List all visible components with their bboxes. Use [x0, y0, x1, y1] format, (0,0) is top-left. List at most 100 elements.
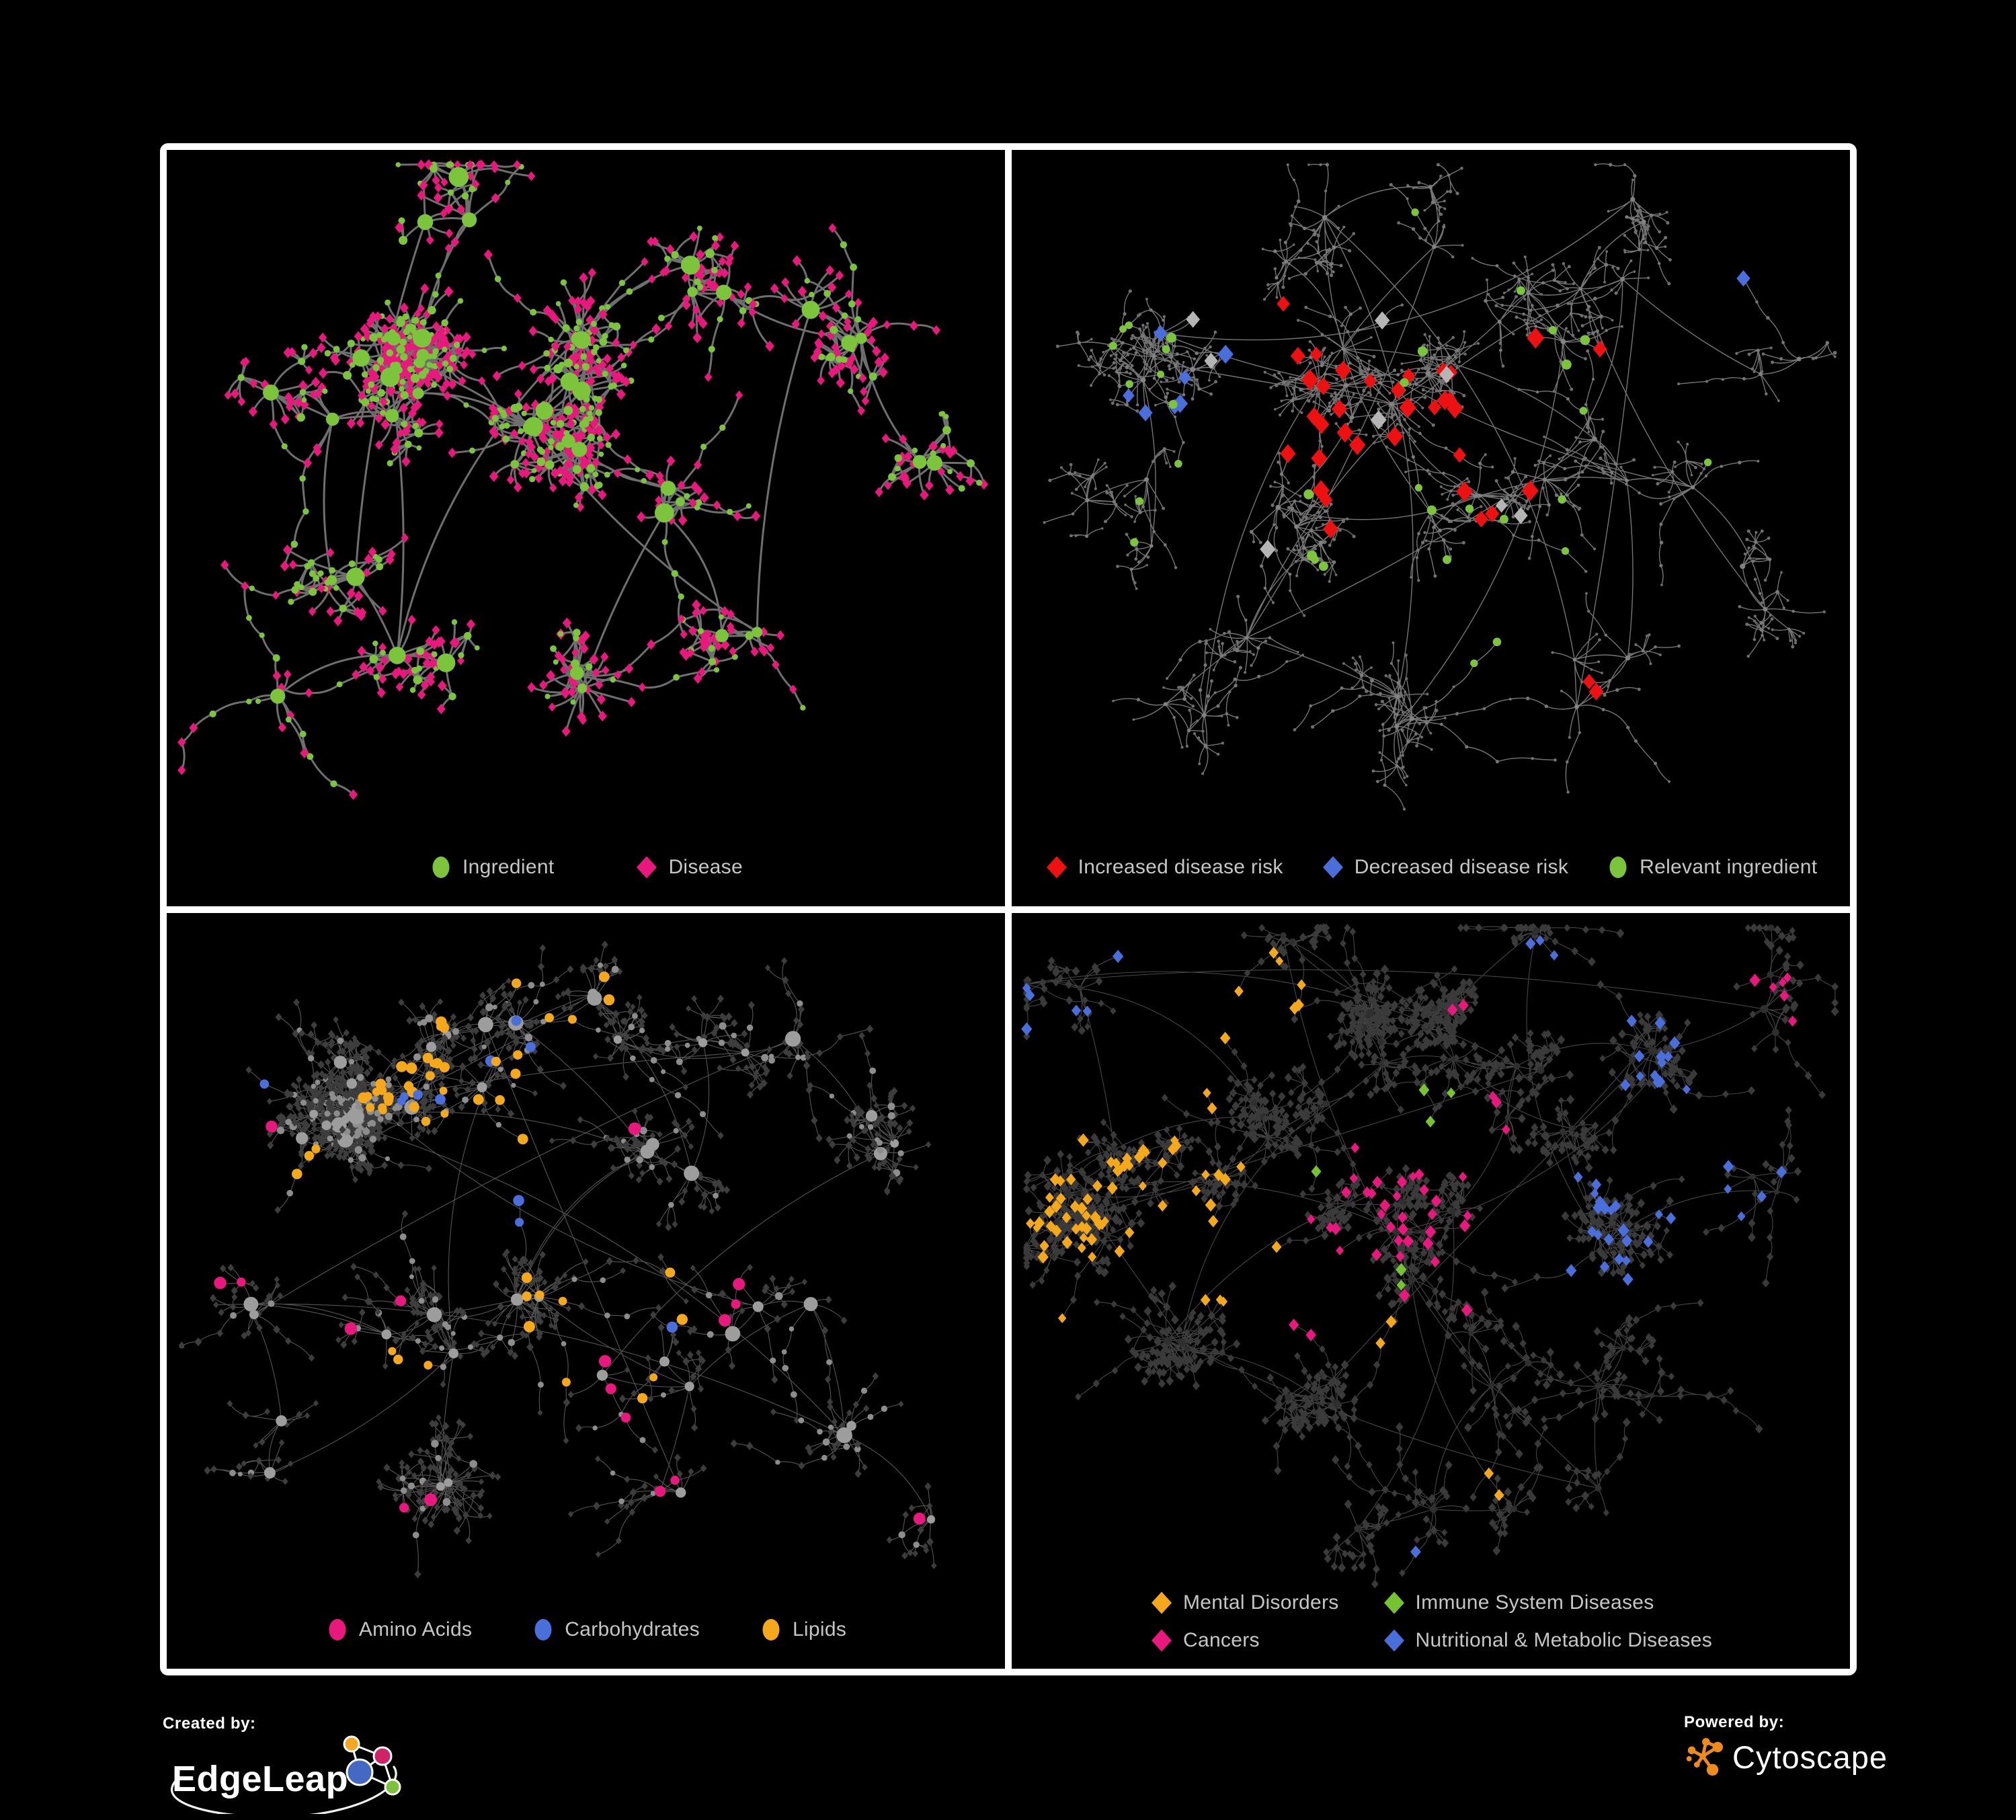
network-node: [1383, 1074, 1391, 1083]
network-node: [411, 341, 420, 352]
network-node: [1404, 654, 1408, 658]
network-node: [489, 403, 497, 413]
network-node: [956, 471, 965, 481]
network-node: [750, 646, 759, 657]
network-node: [1375, 1027, 1383, 1037]
panel-ingredient-disease: Ingredient Disease: [167, 150, 1005, 906]
network-node: [1055, 1233, 1063, 1242]
network-node: [494, 276, 501, 282]
network-node: [1465, 520, 1469, 523]
network-node: [1539, 1144, 1547, 1153]
network-node: [596, 358, 602, 364]
network-node: [1334, 422, 1338, 426]
network-node: [1609, 1268, 1617, 1277]
network-node: [1293, 728, 1297, 731]
network-node: [1517, 502, 1521, 506]
network-node: [1412, 1266, 1420, 1275]
network-node: [326, 547, 335, 558]
network-node: [1329, 502, 1333, 506]
network-node: [1213, 691, 1217, 695]
network-node: [1342, 662, 1345, 665]
network-node: [1408, 1015, 1416, 1023]
network-node: [1633, 270, 1636, 273]
network-node: [1115, 353, 1118, 356]
network-node: [368, 381, 375, 388]
network-node: [579, 420, 587, 428]
network-node: [926, 1501, 933, 1509]
network-node: [376, 356, 385, 364]
network-node: [1449, 190, 1453, 194]
network-node: [1665, 210, 1668, 214]
network-node: [392, 1335, 399, 1345]
network-node: [309, 1050, 315, 1057]
network-node: [1287, 382, 1290, 386]
network-node: [1541, 1029, 1548, 1039]
network-node: [1343, 383, 1348, 388]
network-node-highlighted: [395, 1295, 407, 1306]
network-node: [870, 1141, 876, 1148]
network-node: [940, 442, 946, 448]
network-node: [1283, 274, 1286, 278]
network-node: [1558, 457, 1561, 461]
network-node: [717, 1131, 724, 1140]
network-node: [438, 1080, 445, 1089]
network-node: [1526, 507, 1530, 511]
network-node: [360, 1047, 366, 1055]
network-node: [241, 1331, 247, 1339]
network-node: [1416, 737, 1420, 740]
network-node: [888, 473, 896, 481]
network-node: [1677, 644, 1681, 648]
network-node: [255, 1456, 263, 1465]
network-node: [1196, 719, 1199, 722]
network-node: [854, 1469, 862, 1478]
network-node: [690, 1372, 697, 1381]
network-node: [1601, 430, 1605, 434]
network-node: [596, 481, 603, 489]
network-node-highlighted: [1582, 674, 1596, 690]
network-node: [1587, 609, 1590, 613]
network-node: [1031, 1230, 1038, 1239]
network-node: [424, 372, 434, 383]
network-node: [1096, 362, 1100, 367]
network-node: [1497, 319, 1502, 324]
network-node: [1460, 166, 1463, 170]
network-node: [289, 1130, 296, 1138]
network-node: [676, 1470, 683, 1478]
network-node: [850, 1120, 858, 1128]
network-node: [1271, 601, 1275, 604]
network-node: [682, 294, 691, 305]
network-node: [729, 1055, 737, 1064]
network-node: [536, 374, 545, 384]
network-node: [1214, 1117, 1221, 1126]
network-node: [629, 340, 637, 350]
network-node: [1362, 1076, 1370, 1085]
network-node: [692, 599, 701, 610]
network-node: [567, 1004, 573, 1011]
network-node: [497, 1302, 505, 1311]
network-node: [431, 1463, 437, 1471]
network-node: [863, 327, 873, 338]
network-node: [1654, 1221, 1661, 1230]
network-node: [825, 1295, 832, 1304]
network-node: [428, 306, 436, 315]
network-node: [1073, 1240, 1080, 1249]
network-node: [568, 675, 577, 686]
network-node: [784, 1030, 801, 1047]
network-node: [538, 680, 548, 690]
network-node: [1593, 1143, 1600, 1152]
network-node: [433, 192, 443, 204]
network-node: [499, 424, 506, 430]
network-node: [1024, 1205, 1033, 1216]
network-node: [1312, 500, 1316, 503]
network-node: [1747, 352, 1751, 356]
network-node: [1453, 355, 1457, 359]
legend-item: Disease: [635, 854, 743, 881]
network-node: [474, 645, 480, 651]
network-node: [713, 1192, 719, 1199]
network-node: [1753, 615, 1757, 618]
network-node-highlighted: [1123, 388, 1135, 403]
network-node: [1164, 400, 1168, 404]
network-node: [666, 1174, 673, 1183]
network-node: [1578, 1211, 1586, 1220]
network-edges: [181, 943, 934, 1575]
